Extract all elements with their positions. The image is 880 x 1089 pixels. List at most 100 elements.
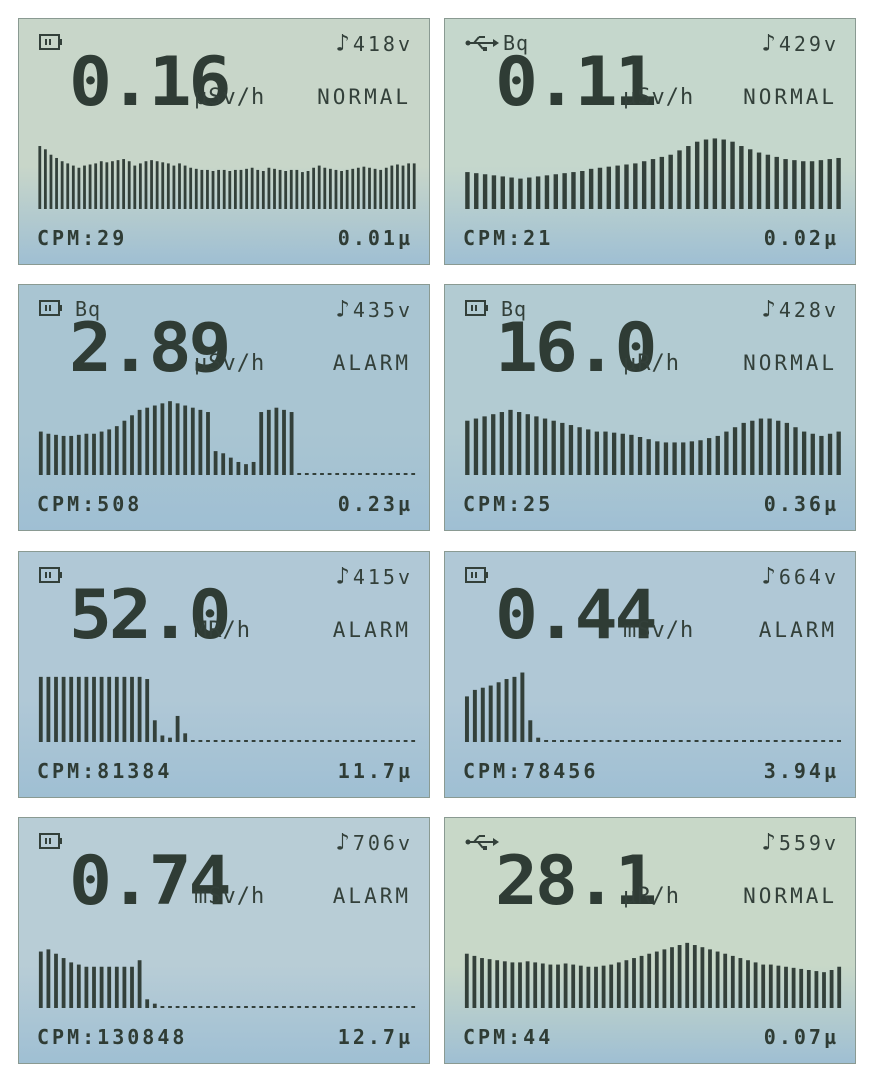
dose-rate-unit: µR/h	[623, 351, 680, 376]
battery-icon	[465, 299, 489, 321]
graph-baseline-dot	[396, 740, 400, 742]
graph-baseline-dot	[312, 1006, 317, 1008]
graph-bar	[801, 161, 806, 209]
graph-baseline-dot	[198, 1006, 203, 1008]
graph-bar	[792, 160, 797, 209]
graph-bar	[686, 146, 691, 209]
graph-baseline-dot	[350, 473, 355, 475]
voltage-value: 435v	[352, 298, 413, 322]
graph-baseline-dot	[335, 1006, 340, 1008]
lcd-panel: Bq ♪428v 16.0 µR/h NORMAL CPM:25 0.36µ	[444, 284, 856, 531]
dose-rate-value: 52.0	[69, 576, 231, 655]
graph-bar	[61, 676, 66, 742]
accumulated-dose: 12.7µ	[337, 1025, 413, 1049]
graph-baseline-dot	[813, 740, 818, 742]
graph-bar	[61, 435, 66, 475]
graph-bar	[571, 964, 576, 1008]
graph-bar	[130, 966, 134, 1008]
graph-baseline-dot	[327, 740, 332, 742]
graph-bar	[183, 405, 188, 475]
graph-bar	[233, 169, 237, 209]
graph-baseline-dot	[411, 740, 416, 742]
graph-bar	[251, 461, 256, 475]
cpm-readout: CPM:21	[463, 226, 554, 250]
music-note-icon: ♪	[761, 828, 779, 856]
graph-bar	[267, 167, 271, 209]
graph-bar	[668, 154, 673, 209]
graph-bar	[130, 676, 134, 742]
graph-baseline-dot	[282, 1006, 286, 1008]
graph-bar	[784, 966, 788, 1008]
bq-label: Bq	[503, 31, 530, 55]
graph-baseline-dot	[742, 740, 747, 742]
graph-baseline-dot	[837, 740, 842, 742]
graph-bar	[799, 968, 804, 1008]
accumulated-dose: 0.36µ	[763, 492, 839, 516]
graph-bar	[161, 162, 165, 209]
graph-baseline-dot	[773, 740, 778, 742]
dose-rate-value: 0.11	[495, 43, 657, 122]
voltage-readout: ♪559v	[761, 828, 839, 856]
graph-bar	[38, 146, 42, 209]
graph-bar	[92, 966, 96, 1008]
graph-bar	[183, 733, 188, 742]
graph-bar	[535, 176, 541, 209]
graph-baseline-dot	[365, 473, 370, 475]
graph-bar	[730, 141, 735, 209]
graph-baseline-dot	[335, 740, 340, 742]
voltage-readout: ♪418v	[335, 29, 413, 57]
graph-bar	[706, 438, 712, 475]
alarm-state: ALARM	[758, 618, 837, 642]
graph-bar	[624, 960, 629, 1008]
graph-bar	[54, 953, 58, 1008]
graph-baseline-dot	[380, 740, 385, 742]
graph-bar	[659, 156, 665, 209]
lcd-panel: ♪418v 0.16 µSv/h NORMAL CPM:29 0.01µ	[18, 18, 430, 265]
graph-baseline-dot	[327, 473, 332, 475]
cpm-readout: CPM:508	[37, 492, 143, 516]
graph-bar	[525, 961, 530, 1008]
bq-label: Bq	[75, 297, 102, 321]
graph-baseline-dot	[236, 740, 241, 742]
graph-bar	[793, 427, 798, 475]
cpm-readout: CPM:25	[463, 492, 554, 516]
graph-baseline-dot	[575, 740, 580, 742]
graph-bar	[92, 676, 96, 742]
graph-bar	[712, 138, 718, 209]
graph-bar	[739, 146, 744, 209]
graph-bar	[553, 174, 558, 209]
graph-baseline-dot	[388, 740, 393, 742]
graph-bar	[194, 168, 198, 209]
cpm-readout: CPM:130848	[37, 1025, 188, 1049]
graph-baseline-dot	[388, 1006, 393, 1008]
graph-bar	[301, 172, 304, 209]
graph-bar	[509, 177, 514, 209]
graph-bar	[206, 412, 210, 475]
graph-bar	[746, 960, 750, 1008]
dose-rate-value: 0.16	[69, 43, 231, 122]
voltage-value: 415v	[352, 565, 413, 589]
graph-bar	[284, 171, 288, 209]
graph-bar	[122, 966, 127, 1008]
graph-bar	[137, 676, 142, 742]
graph-bar	[516, 412, 522, 475]
graph-bar	[837, 966, 842, 1008]
usb-icon	[465, 33, 499, 57]
graph-bar	[520, 672, 525, 742]
graph-baseline-dot	[365, 740, 370, 742]
graph-bar	[542, 418, 548, 475]
lcd-panel: Bq ♪429v 0.11 µSv/h NORMAL CPM:21 0.02µ	[444, 18, 856, 265]
graph-bar	[650, 159, 656, 209]
graph-bar	[152, 720, 157, 742]
graph-baseline-dot	[411, 1006, 416, 1008]
graph-bar	[107, 966, 112, 1008]
graph-bar	[334, 169, 338, 209]
graph-baseline-dot	[388, 473, 393, 475]
graph-bar	[221, 453, 226, 475]
music-note-icon: ♪	[761, 29, 779, 57]
graph-bar	[289, 169, 293, 209]
graph-baseline-dot	[168, 1006, 172, 1008]
graph-baseline-dot	[175, 1006, 180, 1008]
graph-bar	[551, 420, 556, 475]
music-note-icon: ♪	[335, 562, 353, 590]
